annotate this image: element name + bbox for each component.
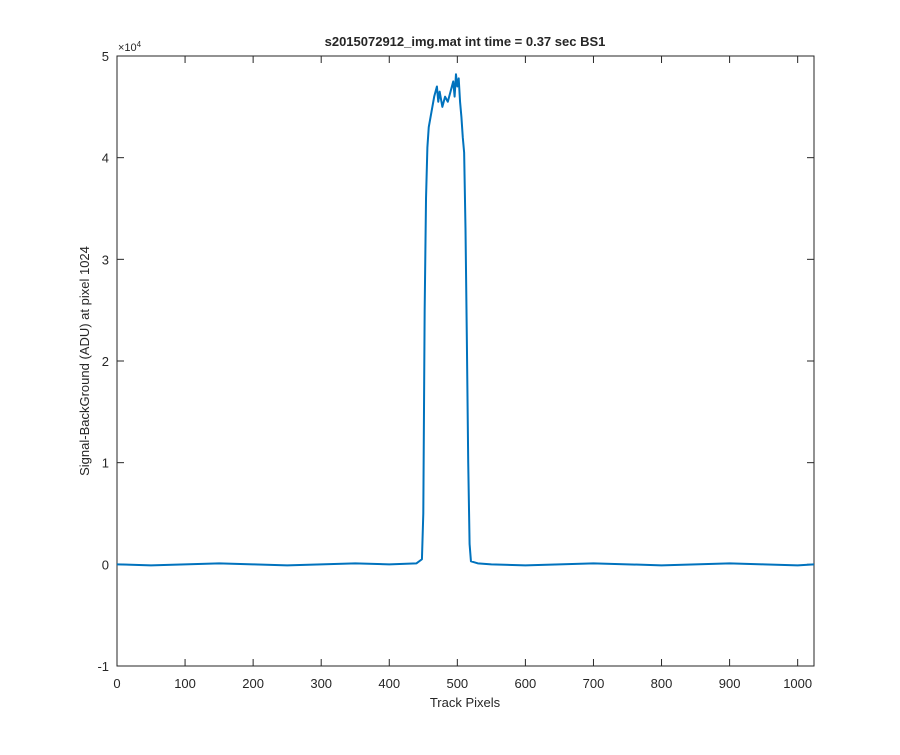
- y-tick-label: 0: [102, 557, 109, 572]
- x-tick-label: 500: [446, 676, 468, 691]
- chart-title: s2015072912_img.mat int time = 0.37 sec …: [325, 34, 606, 49]
- x-tick-label: 800: [651, 676, 673, 691]
- x-tick-label: 300: [310, 676, 332, 691]
- y-tick-label: 1: [102, 456, 109, 471]
- y-exponent-base: ×10: [118, 42, 137, 54]
- plot-box: [116, 55, 815, 667]
- y-tick-label: 3: [102, 252, 109, 267]
- x-tick-label: 0: [113, 676, 120, 691]
- x-tick-label: 1000: [783, 676, 812, 691]
- x-tick-label: 400: [378, 676, 400, 691]
- y-tick-label: 5: [102, 49, 109, 64]
- y-tick-label: 4: [102, 151, 109, 166]
- y-tick-label: -1: [97, 659, 109, 674]
- x-axis-label: Track Pixels: [430, 695, 501, 710]
- x-tick-label: 200: [242, 676, 264, 691]
- x-tick-label: 900: [719, 676, 741, 691]
- x-tick-label: 100: [174, 676, 196, 691]
- data-line: [116, 73, 815, 567]
- y-exponent-power: 4: [137, 40, 142, 49]
- y-exponent: ×104: [118, 40, 142, 54]
- y-tick-label: 2: [102, 354, 109, 369]
- x-tick-label: 700: [583, 676, 605, 691]
- x-tick-label: 600: [515, 676, 537, 691]
- y-axis-label: Signal-BackGround (ADU) at pixel 1024: [77, 246, 92, 476]
